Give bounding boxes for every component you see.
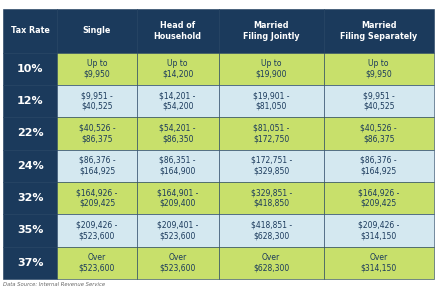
Text: Over
$523,600: Over $523,600 — [160, 253, 196, 273]
Text: $19,901 -
$81,050: $19,901 - $81,050 — [253, 91, 289, 111]
Text: $209,426 -
$523,600: $209,426 - $523,600 — [76, 220, 118, 240]
Bar — [218, 214, 324, 247]
Bar — [218, 85, 324, 117]
Text: $164,926 -
$209,425: $164,926 - $209,425 — [76, 188, 118, 208]
Text: Data Source: Internal Revenue Service: Data Source: Internal Revenue Service — [3, 283, 106, 287]
Text: $40,526 -
$86,375: $40,526 - $86,375 — [79, 124, 115, 143]
Text: Married
Filing Separately: Married Filing Separately — [340, 21, 417, 40]
Text: $209,426 -
$314,150: $209,426 - $314,150 — [358, 220, 399, 240]
Bar — [324, 182, 434, 214]
Text: $329,851 -
$418,850: $329,851 - $418,850 — [250, 188, 292, 208]
Bar — [324, 214, 434, 247]
Bar — [324, 247, 434, 279]
Text: 22%: 22% — [17, 128, 44, 138]
Bar — [57, 117, 137, 149]
Text: $14,201 -
$54,200: $14,201 - $54,200 — [160, 91, 196, 111]
Text: Over
$314,150: Over $314,150 — [361, 253, 397, 273]
Bar — [57, 9, 137, 52]
Text: Tax Rate: Tax Rate — [11, 26, 50, 35]
Bar — [57, 85, 137, 117]
Bar — [137, 85, 218, 117]
Text: Married
Filing Jointly: Married Filing Jointly — [243, 21, 299, 40]
Bar — [3, 182, 57, 214]
Bar — [137, 52, 218, 85]
Text: 37%: 37% — [17, 258, 44, 268]
Bar — [137, 182, 218, 214]
Bar — [218, 182, 324, 214]
Bar — [137, 214, 218, 247]
Text: $86,376 -
$164,925: $86,376 - $164,925 — [361, 156, 397, 176]
Bar — [57, 247, 137, 279]
Text: 10%: 10% — [17, 64, 44, 74]
Text: $164,926 -
$209,425: $164,926 - $209,425 — [358, 188, 399, 208]
Text: $164,901 -
$209,400: $164,901 - $209,400 — [157, 188, 198, 208]
Text: $86,351 -
$164,900: $86,351 - $164,900 — [160, 156, 196, 176]
Bar — [3, 214, 57, 247]
Bar — [3, 9, 57, 52]
Bar — [137, 247, 218, 279]
Bar — [57, 52, 137, 85]
Bar — [3, 85, 57, 117]
Bar — [137, 149, 218, 182]
Text: 35%: 35% — [17, 225, 44, 236]
Text: $9,951 -
$40,525: $9,951 - $40,525 — [81, 91, 113, 111]
Text: Up to
$9,950: Up to $9,950 — [83, 59, 111, 79]
Text: Up to
$14,200: Up to $14,200 — [162, 59, 193, 79]
Text: Up to
$19,900: Up to $19,900 — [255, 59, 287, 79]
Text: Up to
$9,950: Up to $9,950 — [365, 59, 392, 79]
Bar — [324, 52, 434, 85]
Text: $40,526 -
$86,375: $40,526 - $86,375 — [361, 124, 397, 143]
Text: Over
$628,300: Over $628,300 — [253, 253, 289, 273]
Bar — [3, 52, 57, 85]
Bar — [137, 9, 218, 52]
Text: Single: Single — [83, 26, 111, 35]
Text: $86,376 -
$164,925: $86,376 - $164,925 — [79, 156, 115, 176]
Bar — [57, 214, 137, 247]
Text: $9,951 -
$40,525: $9,951 - $40,525 — [363, 91, 395, 111]
Text: $81,051 -
$172,750: $81,051 - $172,750 — [253, 124, 289, 143]
Bar — [3, 117, 57, 149]
Text: 24%: 24% — [17, 161, 44, 171]
Text: $54,201 -
$86,350: $54,201 - $86,350 — [160, 124, 196, 143]
Bar — [218, 9, 324, 52]
Text: Head of
Household: Head of Household — [154, 21, 201, 40]
Bar — [218, 117, 324, 149]
Bar — [57, 182, 137, 214]
Text: 32%: 32% — [17, 193, 44, 203]
Text: $418,851 -
$628,300: $418,851 - $628,300 — [250, 220, 292, 240]
Bar — [3, 149, 57, 182]
Bar — [218, 247, 324, 279]
Text: 12%: 12% — [17, 96, 44, 106]
Bar — [218, 52, 324, 85]
Bar — [218, 149, 324, 182]
Text: $172,751 -
$329,850: $172,751 - $329,850 — [250, 156, 292, 176]
Text: Over
$523,600: Over $523,600 — [79, 253, 115, 273]
Bar — [324, 117, 434, 149]
Bar — [57, 149, 137, 182]
Text: $209,401 -
$523,600: $209,401 - $523,600 — [157, 220, 198, 240]
Bar — [324, 149, 434, 182]
Bar — [3, 247, 57, 279]
Bar — [324, 9, 434, 52]
Bar — [324, 85, 434, 117]
Bar — [137, 117, 218, 149]
